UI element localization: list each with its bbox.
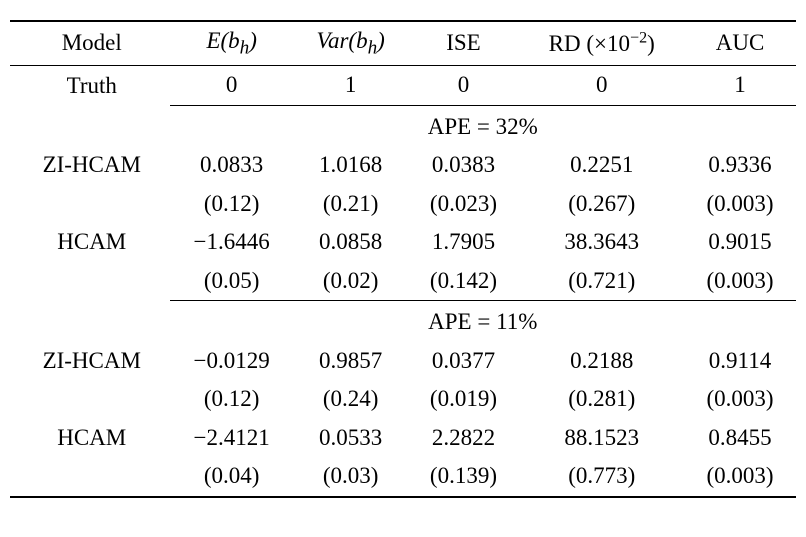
s1-row1-se-empty bbox=[10, 262, 170, 301]
s1-row0-ise: 0.0383 bbox=[408, 146, 520, 185]
s1-row0-varbh: 1.0168 bbox=[294, 146, 408, 185]
truth-ebh: 0 bbox=[170, 66, 294, 106]
varbh-label: Var(bh) bbox=[316, 28, 384, 53]
s2-row1-auc-se: (0.003) bbox=[684, 457, 796, 497]
s1-row1-ebh: −1.6446 bbox=[170, 223, 294, 262]
section1-header: APE = 32% bbox=[170, 105, 796, 146]
truth-rd: 0 bbox=[519, 66, 684, 106]
s1-row0-ise-se: (0.023) bbox=[408, 185, 520, 224]
section2-header-row: APE = 11% bbox=[10, 301, 796, 342]
s2-row0-auc-se: (0.003) bbox=[684, 380, 796, 419]
section1-empty bbox=[10, 105, 170, 146]
s1-row1-values: HCAM −1.6446 0.0858 1.7905 38.3643 0.901… bbox=[10, 223, 796, 262]
s2-row1-auc: 0.8455 bbox=[684, 419, 796, 458]
s2-row0-ise-se: (0.019) bbox=[408, 380, 520, 419]
s1-row0-values: ZI-HCAM 0.0833 1.0168 0.0383 0.2251 0.93… bbox=[10, 146, 796, 185]
s1-row1-auc-se: (0.003) bbox=[684, 262, 796, 301]
s1-row1-varbh: 0.0858 bbox=[294, 223, 408, 262]
rd-label: RD (×10−2) bbox=[549, 31, 655, 56]
header-row: Model E(bh) Var(bh) ISE RD (×10−2) AUC bbox=[10, 21, 796, 66]
s2-row0-ise: 0.0377 bbox=[408, 342, 520, 381]
s2-row1-ise: 2.2822 bbox=[408, 419, 520, 458]
s2-row0-values: ZI-HCAM −0.0129 0.9857 0.0377 0.2188 0.9… bbox=[10, 342, 796, 381]
s1-row0-auc: 0.9336 bbox=[684, 146, 796, 185]
truth-label: Truth bbox=[10, 66, 170, 106]
s1-row1-se: (0.05) (0.02) (0.142) (0.721) (0.003) bbox=[10, 262, 796, 301]
s1-row1-auc: 0.9015 bbox=[684, 223, 796, 262]
section1-header-row: APE = 32% bbox=[10, 105, 796, 146]
col-ebh: E(bh) bbox=[170, 21, 294, 66]
s1-row1-ise: 1.7905 bbox=[408, 223, 520, 262]
s1-row1-varbh-se: (0.02) bbox=[294, 262, 408, 301]
s2-row0-varbh: 0.9857 bbox=[294, 342, 408, 381]
s1-row0-se-empty bbox=[10, 185, 170, 224]
s1-row0-ebh-se: (0.12) bbox=[170, 185, 294, 224]
truth-ise: 0 bbox=[408, 66, 520, 106]
s1-row1-ise-se: (0.142) bbox=[408, 262, 520, 301]
s1-row0-ebh: 0.0833 bbox=[170, 146, 294, 185]
s2-row1-ebh-se: (0.04) bbox=[170, 457, 294, 497]
s2-row1-rd-se: (0.773) bbox=[519, 457, 684, 497]
s1-row0-se: (0.12) (0.21) (0.023) (0.267) (0.003) bbox=[10, 185, 796, 224]
s2-row1-varbh-se: (0.03) bbox=[294, 457, 408, 497]
section2-empty bbox=[10, 301, 170, 342]
section2-header: APE = 11% bbox=[170, 301, 796, 342]
s2-row0-rd: 0.2188 bbox=[519, 342, 684, 381]
s2-row0-ebh-se: (0.12) bbox=[170, 380, 294, 419]
s1-row1-model: HCAM bbox=[10, 223, 170, 262]
s2-row0-auc: 0.9114 bbox=[684, 342, 796, 381]
s2-row1-rd: 88.1523 bbox=[519, 419, 684, 458]
s2-row0-ebh: −0.0129 bbox=[170, 342, 294, 381]
s2-row1-se: (0.04) (0.03) (0.139) (0.773) (0.003) bbox=[10, 457, 796, 497]
s1-row0-varbh-se: (0.21) bbox=[294, 185, 408, 224]
s1-row0-auc-se: (0.003) bbox=[684, 185, 796, 224]
s2-row1-values: HCAM −2.4121 0.0533 2.2822 88.1523 0.845… bbox=[10, 419, 796, 458]
s2-row1-ise-se: (0.139) bbox=[408, 457, 520, 497]
results-table-container: Model E(bh) Var(bh) ISE RD (×10−2) AUC T… bbox=[10, 20, 796, 498]
s2-row0-se: (0.12) (0.24) (0.019) (0.281) (0.003) bbox=[10, 380, 796, 419]
s1-row0-rd-se: (0.267) bbox=[519, 185, 684, 224]
s2-row0-se-empty bbox=[10, 380, 170, 419]
s1-row0-rd: 0.2251 bbox=[519, 146, 684, 185]
col-varbh: Var(bh) bbox=[294, 21, 408, 66]
col-auc: AUC bbox=[684, 21, 796, 66]
s2-row0-rd-se: (0.281) bbox=[519, 380, 684, 419]
s2-row1-ebh: −2.4121 bbox=[170, 419, 294, 458]
s1-row1-rd-se: (0.721) bbox=[519, 262, 684, 301]
col-rd: RD (×10−2) bbox=[519, 21, 684, 66]
s2-row1-model: HCAM bbox=[10, 419, 170, 458]
truth-row: Truth 0 1 0 0 1 bbox=[10, 66, 796, 106]
results-table: Model E(bh) Var(bh) ISE RD (×10−2) AUC T… bbox=[10, 20, 796, 498]
s2-row1-varbh: 0.0533 bbox=[294, 419, 408, 458]
truth-auc: 1 bbox=[684, 66, 796, 106]
s2-row0-model: ZI-HCAM bbox=[10, 342, 170, 381]
s2-row1-se-empty bbox=[10, 457, 170, 497]
s1-row0-model: ZI-HCAM bbox=[10, 146, 170, 185]
ebh-label: E(bh) bbox=[206, 28, 256, 53]
col-model: Model bbox=[10, 21, 170, 66]
s1-row1-rd: 38.3643 bbox=[519, 223, 684, 262]
truth-varbh: 1 bbox=[294, 66, 408, 106]
s2-row0-varbh-se: (0.24) bbox=[294, 380, 408, 419]
s1-row1-ebh-se: (0.05) bbox=[170, 262, 294, 301]
col-ise: ISE bbox=[408, 21, 520, 66]
